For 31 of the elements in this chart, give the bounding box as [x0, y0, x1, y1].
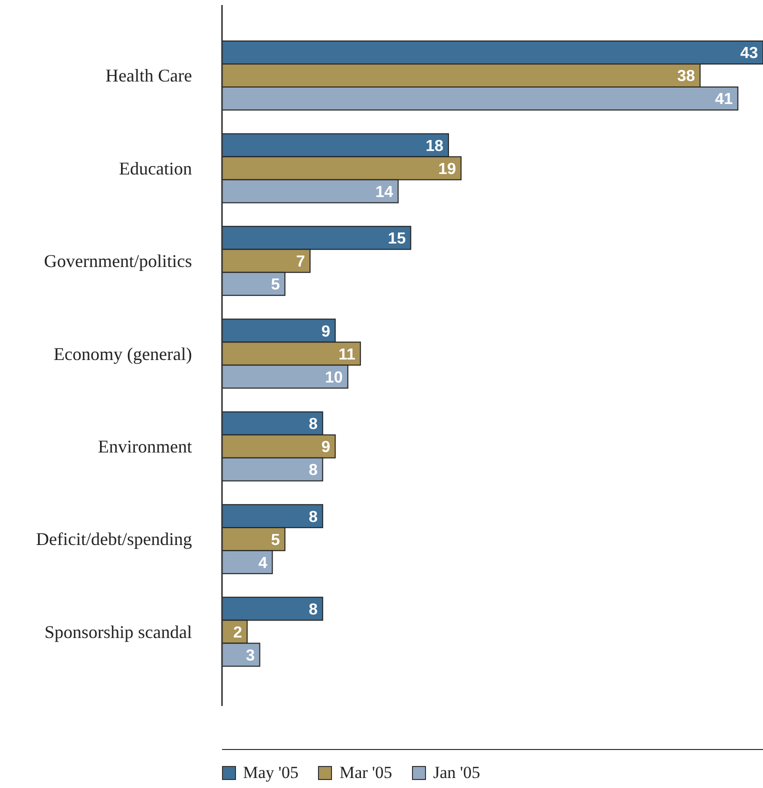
y-tick-label: Sponsorship scandal [44, 622, 192, 642]
data-label: 8 [308, 416, 318, 434]
data-label: 8 [308, 601, 318, 618]
y-tick-label: Education [119, 158, 192, 178]
y-tick-label: Health Care [106, 66, 192, 86]
data-label: 3 [246, 647, 255, 664]
data-label: 38 [677, 68, 696, 86]
data-label: 10 [325, 369, 343, 386]
data-label: 14 [375, 184, 394, 201]
data-label: 19 [438, 160, 456, 178]
y-tick-label: Government/politics [44, 251, 192, 272]
data-label: 9 [321, 323, 330, 340]
y-tick-label: Deficit/debt/spending [36, 529, 192, 550]
data-label: 43 [740, 45, 758, 62]
data-label: 5 [271, 276, 280, 294]
y-tick-label: Economy (general) [54, 344, 192, 364]
data-label: 9 [321, 439, 330, 456]
data-label: 8 [308, 508, 318, 526]
y-tick-label: Environment [98, 436, 192, 457]
data-label: 41 [715, 91, 733, 108]
legend-label: May '05 [243, 763, 298, 783]
data-label: 11 [338, 346, 356, 364]
data-label: 4 [258, 554, 268, 572]
data-label: 2 [233, 624, 242, 642]
data-label: 15 [388, 230, 406, 248]
data-label: 7 [296, 254, 306, 271]
data-label: 5 [271, 532, 280, 549]
data-label: 18 [426, 138, 444, 155]
legend-label: Jan '05 [433, 763, 480, 783]
data-label: 8 [308, 462, 318, 480]
legend-label: Mar '05 [339, 763, 392, 783]
